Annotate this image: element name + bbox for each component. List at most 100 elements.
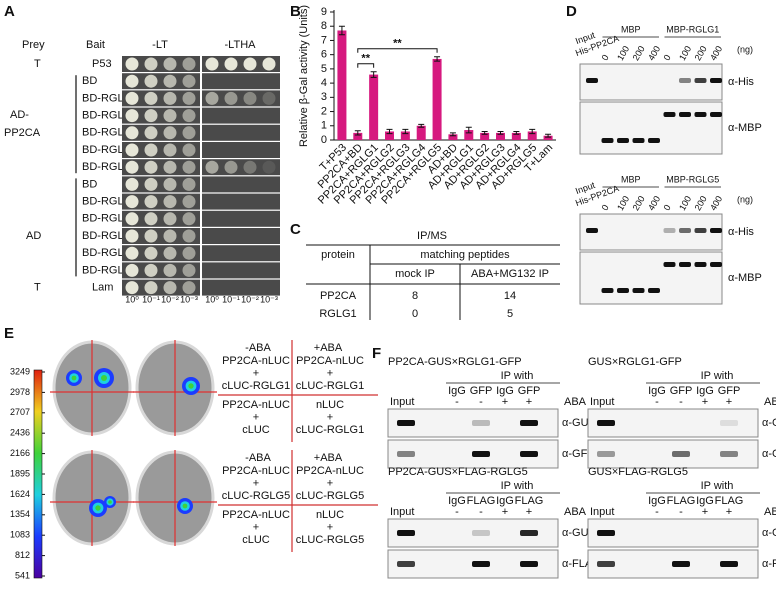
aba-sign: + <box>526 506 532 518</box>
bar <box>385 131 394 140</box>
yeast-spot <box>144 246 158 260</box>
prey-header: Prey <box>22 39 45 51</box>
antibody-label: α-FLAG <box>762 558 776 570</box>
lane-label: IgG <box>448 385 466 397</box>
band <box>632 288 645 293</box>
band <box>472 530 490 536</box>
yeast-spot <box>163 109 177 123</box>
blot-title: PP2CA-GUS×FLAG-RGLG5 <box>388 466 528 478</box>
yeast-spot <box>125 246 139 260</box>
blot-title: GUS×RGLG1-GFP <box>588 356 682 368</box>
plate-row <box>122 159 200 176</box>
aba-sign: + <box>526 396 532 408</box>
condition-label: -ABA <box>245 342 271 354</box>
lane-label: FLAG <box>515 495 544 507</box>
yeast-spot <box>163 246 177 260</box>
band <box>632 138 645 143</box>
yeast-spot <box>144 177 158 191</box>
dilution-label: 10⁻³ <box>260 294 278 304</box>
construct-label: PP2CA-nLUC <box>222 465 290 477</box>
construct-label: PP2CA-nLUC <box>222 399 290 411</box>
construct-label: + <box>253 367 259 379</box>
aba-label: ABA <box>564 396 587 408</box>
aba-sign: + <box>726 506 732 518</box>
input-label: Input <box>590 396 614 408</box>
construct-label: cLUC <box>242 534 270 546</box>
lane-label: IgG <box>448 495 466 507</box>
yeast-spot <box>125 57 139 71</box>
y-tick-label: 3 <box>321 91 327 103</box>
condition-label: +ABA <box>314 342 343 354</box>
band <box>520 420 538 426</box>
yeast-spot <box>144 160 158 174</box>
table-cell: PP2CA <box>320 290 357 302</box>
aba-sign: - <box>479 396 483 408</box>
plate-row <box>122 124 200 141</box>
amount-label: 0 <box>600 203 611 212</box>
band <box>679 228 691 233</box>
construct-label: + <box>327 477 333 489</box>
yeast-spot <box>144 263 158 277</box>
band <box>397 561 415 567</box>
y-tick-label: 6 <box>321 49 327 61</box>
band <box>617 288 629 293</box>
lane-label: IgG <box>696 495 714 507</box>
yeast-spot <box>224 91 238 105</box>
plate-row <box>122 210 200 227</box>
bait-label: BD <box>82 75 97 87</box>
dilution-label: 10⁻³ <box>180 294 198 304</box>
ip-label: IP with <box>701 370 734 382</box>
construct-label: cLUC-RGLG5 <box>296 534 364 546</box>
plate-row <box>202 245 280 262</box>
error-bar <box>481 130 488 135</box>
band <box>710 262 722 267</box>
plate-row <box>202 279 280 296</box>
bait-header: Bait <box>86 39 105 51</box>
bar <box>432 58 442 140</box>
luminescence <box>101 375 107 381</box>
bar <box>464 130 474 140</box>
error-bar <box>338 25 345 36</box>
aba-sign: + <box>726 396 732 408</box>
blot <box>579 251 723 305</box>
dilution-label: 10⁰ <box>205 294 219 304</box>
yeast-spot <box>163 160 177 174</box>
band <box>663 112 676 117</box>
amount-label: 200 <box>631 194 647 212</box>
band <box>710 228 722 233</box>
construct-label: PP2CA-nLUC <box>222 355 290 367</box>
plate-row <box>122 262 200 279</box>
yeast-spot <box>182 57 196 71</box>
dilution-label: 10⁻² <box>161 294 179 304</box>
blot <box>587 518 759 548</box>
bar <box>416 125 426 140</box>
blot-title: GUS×FLAG-RGLG5 <box>588 466 688 478</box>
band <box>397 530 415 536</box>
plate-row <box>202 228 280 244</box>
yeast-spot <box>125 229 139 243</box>
band <box>586 78 598 83</box>
bar <box>337 30 347 140</box>
construct-label: nLUC <box>316 509 344 521</box>
band <box>648 138 660 143</box>
plate-row <box>122 90 200 107</box>
table-header: ABA+MG132 IP <box>471 268 549 280</box>
yeast-spot <box>205 91 219 105</box>
yeast-spot <box>144 195 158 209</box>
dilution-label: 10⁻¹ <box>222 294 240 304</box>
colorbar-label: 2707 <box>10 407 30 417</box>
lane-label: GFP <box>670 385 693 397</box>
bar <box>400 131 410 140</box>
band <box>520 451 538 457</box>
antibody-label: α-MBP <box>728 122 762 134</box>
band <box>648 288 660 293</box>
significance-bracket <box>357 63 375 68</box>
aba-label: ABA <box>764 506 776 518</box>
luminescence <box>95 505 101 511</box>
yeast-spot <box>125 177 139 191</box>
amount-label: 200 <box>693 44 709 62</box>
yeast-spot <box>144 143 158 157</box>
yeast-spot <box>125 195 139 209</box>
plate-row <box>202 176 280 193</box>
construct-label: cLUC-RGLG1 <box>296 424 364 436</box>
